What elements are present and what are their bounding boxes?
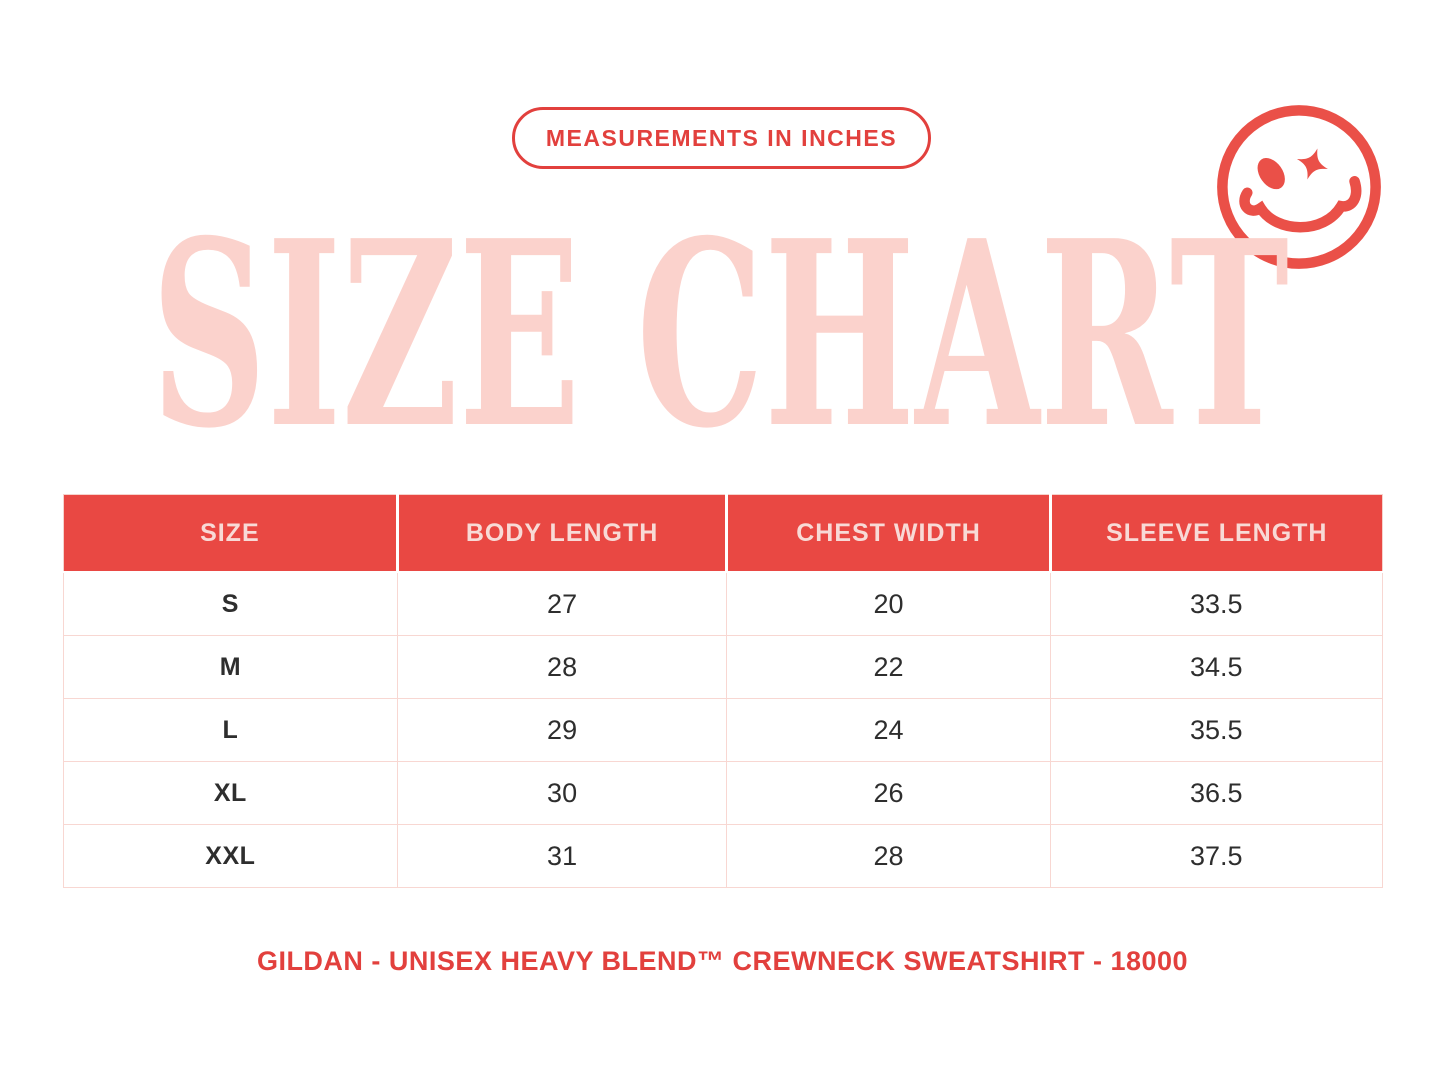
size-cell: XL bbox=[63, 761, 398, 825]
column-header-chest-width: CHEST WIDTH bbox=[726, 494, 1052, 573]
table-row-xl: XL 30 26 36.5 bbox=[63, 761, 1384, 825]
page-title-text: SIZE CHART bbox=[151, 186, 1289, 485]
column-header-size: SIZE bbox=[63, 494, 399, 573]
value-cell: 30 bbox=[396, 761, 728, 825]
size-table: SIZE BODY LENGTH CHEST WIDTH SLEEVE LENGTH … bbox=[63, 494, 1384, 888]
size-cell: S bbox=[63, 571, 398, 636]
value-cell: 34.5 bbox=[1049, 635, 1384, 699]
value-cell: 37.5 bbox=[1049, 824, 1384, 888]
size-table-header: SIZE BODY LENGTH CHEST WIDTH SLEEVE LENGTH bbox=[63, 494, 1383, 573]
value-cell: 26 bbox=[726, 761, 1051, 825]
product-name: GILDAN - UNISEX HEAVY BLEND™ CREWNECK SW… bbox=[256, 946, 1189, 976]
column-header-body-length: BODY LENGTH bbox=[397, 494, 729, 573]
measurements-badge-label: MEASUREMENTS IN INCHES bbox=[545, 124, 898, 151]
column-header-sleeve-length: SLEEVE LENGTH bbox=[1050, 494, 1383, 573]
value-cell: 24 bbox=[726, 698, 1051, 762]
smiley-left-eye bbox=[1257, 158, 1285, 190]
size-cell: M bbox=[63, 635, 398, 699]
value-cell: 29 bbox=[396, 698, 728, 762]
smiley-smile bbox=[1239, 175, 1362, 233]
size-table-body: S 27 20 33.5 M 28 22 34.5 L 29 24 35.5 XL 30 26 36.5 XXL… bbox=[63, 571, 1384, 888]
page-title: SIZE CHART bbox=[150, 186, 1290, 485]
table-row-m: M 28 22 34.5 bbox=[63, 635, 1384, 699]
value-cell: 36.5 bbox=[1049, 761, 1384, 825]
value-cell: 27 bbox=[396, 571, 728, 636]
table-row-l: L 29 24 35.5 bbox=[63, 698, 1384, 762]
size-cell: L bbox=[63, 698, 398, 762]
value-cell: 31 bbox=[396, 824, 728, 888]
value-cell: 28 bbox=[396, 635, 728, 699]
table-row-s: S 27 20 33.5 bbox=[63, 571, 1384, 636]
value-cell: 28 bbox=[726, 824, 1051, 888]
smiley-icon bbox=[1208, 96, 1390, 278]
smiley-face-outline bbox=[1217, 105, 1381, 269]
value-cell: 33.5 bbox=[1049, 571, 1384, 636]
value-cell: 35.5 bbox=[1049, 698, 1384, 762]
value-cell: 20 bbox=[726, 571, 1051, 636]
size-cell: XXL bbox=[63, 824, 398, 888]
smiley-sparkle-eye bbox=[1296, 148, 1328, 180]
measurements-badge: MEASUREMENTS IN INCHES bbox=[512, 107, 931, 169]
table-header-row: SIZE BODY LENGTH CHEST WIDTH SLEEVE LENGTH bbox=[63, 494, 1383, 573]
table-row-xxl: XXL 31 28 37.5 bbox=[63, 824, 1384, 888]
value-cell: 22 bbox=[726, 635, 1051, 699]
